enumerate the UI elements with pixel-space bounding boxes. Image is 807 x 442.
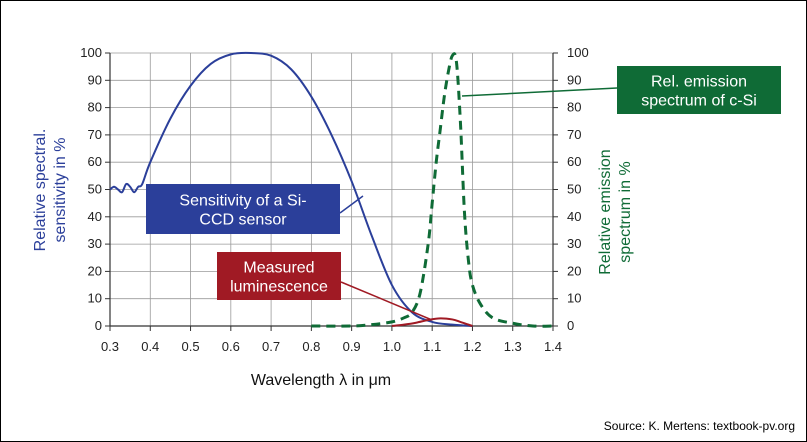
right-y-tick-label: 30 (567, 236, 581, 251)
left-axis-title: Relative spectral. sensitivity in % (32, 129, 69, 252)
right-axis-title: Relative emission spectrum in % (597, 149, 634, 274)
emission-curve (311, 52, 554, 328)
x-tick-label: 1.2 (463, 339, 481, 354)
right-y-tick-label: 20 (567, 263, 581, 278)
left-axis-title-line-1: Relative spectral. (32, 129, 49, 252)
left-y-tick-label: 90 (88, 72, 102, 87)
left-y-tick-label: 0 (95, 318, 102, 333)
right-y-tick-label: 40 (567, 209, 581, 224)
x-tick-label: 0.5 (182, 339, 200, 354)
right-y-tick-label: 10 (567, 291, 581, 306)
left-y-tick-label: 40 (88, 209, 102, 224)
annotation-text: CCD sensor (199, 212, 287, 229)
leader-line (461, 87, 618, 97)
left-y-tick-label: 60 (88, 154, 102, 169)
left-axis-title-line-2: sensitivity in % (52, 138, 69, 243)
annotation-box (146, 184, 340, 234)
left-y-tick-label: 100 (80, 45, 102, 60)
left-y-tick-label: 50 (88, 182, 102, 197)
right-y-tick-label: 0 (567, 318, 574, 333)
source-credit: Source: K. Mertens: textbook-pv.org (604, 419, 795, 433)
annotations: Sensitivity of a Si- CCD sensor Measured lu… (146, 66, 781, 321)
series-lines (109, 51, 554, 328)
left-y-tick-label: 30 (88, 236, 102, 251)
annotation-text: luminescence (230, 279, 328, 296)
right-y-tick-label: 70 (567, 127, 581, 142)
right-y-tick-label: 60 (567, 154, 581, 169)
luminescence-label-box: Measured luminescence (217, 252, 433, 321)
x-tick-label: 0.8 (302, 339, 320, 354)
annotation-box (617, 66, 781, 114)
left-y-tick-label: 20 (88, 263, 102, 278)
luminescence-curve (391, 317, 473, 327)
x-axis-title: Wavelength λ in μm (251, 372, 391, 389)
emission-label-box: Rel. emission spectrum of c-Si (461, 66, 781, 114)
x-tick-label: 1.0 (383, 339, 401, 354)
leader-line (340, 281, 433, 321)
right-axis-title-line-2: spectrum in % (617, 161, 634, 262)
annotation-text: Measured (243, 260, 314, 277)
leader-line (339, 195, 364, 214)
annotation-box (217, 252, 341, 300)
annotation-text: Rel. emission (651, 74, 747, 91)
right-y-tick-label: 90 (567, 72, 581, 87)
right-y-tick-label: 100 (567, 45, 589, 60)
right-y-tick-label: 50 (567, 182, 581, 197)
x-tick-label: 0.6 (222, 339, 240, 354)
x-tick-label: 0.7 (262, 339, 280, 354)
sensitivity-label-box: Sensitivity of a Si- CCD sensor (146, 184, 364, 234)
left-y-tick-label: 80 (88, 100, 102, 115)
left-y-tick-label: 10 (88, 291, 102, 306)
right-y-tick-label: 80 (567, 100, 581, 115)
x-tick-label: 0.9 (343, 339, 361, 354)
x-tick-label: 1.4 (544, 339, 562, 354)
annotation-text: spectrum of c-Si (641, 93, 757, 110)
right-axis-title-line-1: Relative emission (597, 149, 614, 274)
annotation-text: Sensitivity of a Si- (179, 193, 306, 210)
sensitivity-curve (109, 51, 473, 327)
x-tick-label: 1.3 (504, 339, 522, 354)
tick-labels: 0.3 0.4 0.5 0.6 0.7 0.8 0.9 1.0 1.1 1.2 1.3 1.4 0 10 2… (80, 45, 588, 354)
x-tick-label: 0.3 (101, 339, 119, 354)
x-tick-label: 0.4 (141, 339, 159, 354)
left-y-tick-label: 70 (88, 127, 102, 142)
x-tick-label: 1.1 (423, 339, 441, 354)
